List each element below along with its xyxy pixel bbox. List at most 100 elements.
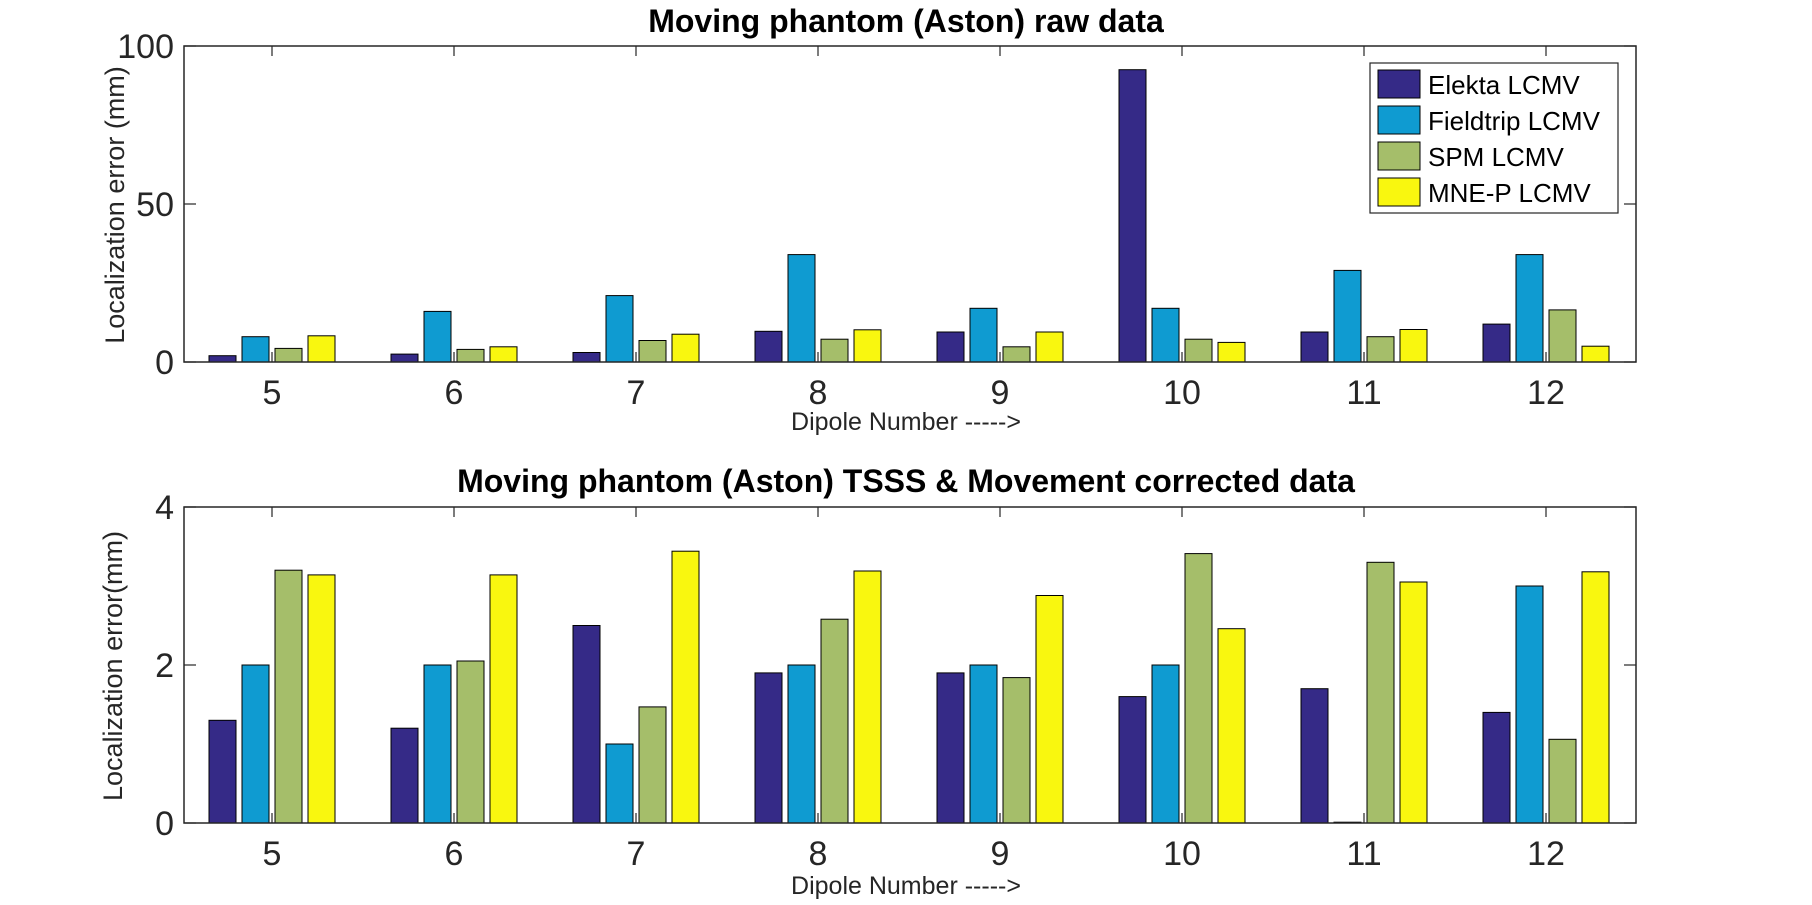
bar (1035, 331, 1064, 363)
x-tick-label: 12 (1527, 835, 1565, 873)
bar (1002, 346, 1031, 363)
bar (1515, 585, 1544, 824)
bars-layer (208, 69, 1610, 363)
bar (456, 660, 485, 824)
y-axis-label: Localization error(mm) (98, 531, 128, 801)
x-tick-label: 9 (991, 835, 1010, 873)
bar (390, 353, 419, 363)
x-tick-label: 8 (809, 835, 828, 873)
legend: Elekta LCMV Fieldtrip LCMV SPM LCMV MNE-… (1369, 62, 1619, 214)
bar (787, 664, 816, 824)
legend-item: SPM LCMV (1377, 141, 1564, 172)
bar (423, 664, 452, 824)
bar (638, 706, 667, 824)
bar (1217, 628, 1246, 824)
x-tick-label: 5 (263, 374, 282, 412)
legend-item: Fieldtrip LCMV (1377, 105, 1601, 136)
bar (853, 570, 882, 824)
bar (1333, 269, 1362, 363)
bar (605, 295, 634, 363)
bar (274, 569, 303, 824)
bar (1184, 338, 1213, 363)
bar (671, 550, 700, 824)
bar (241, 336, 270, 363)
y-tick-label: 2 (155, 647, 174, 685)
bar (1217, 341, 1246, 363)
bar (1581, 571, 1610, 824)
x-axis-label: Dipole Number -----> (791, 872, 1021, 900)
bar (1515, 254, 1544, 363)
bar (605, 743, 634, 824)
bar (1002, 677, 1031, 824)
legend-swatch (1377, 177, 1421, 207)
bar (1366, 561, 1395, 824)
y-tick-label: 4 (155, 489, 174, 527)
bar (787, 254, 816, 363)
legend-label: Elekta LCMV (1428, 70, 1580, 100)
legend-label: Fieldtrip LCMV (1428, 106, 1601, 136)
bar (1300, 331, 1329, 363)
x-tick-label: 5 (263, 835, 282, 873)
bar (754, 672, 783, 824)
bar (1399, 581, 1428, 824)
bar (1482, 711, 1511, 824)
legend-label: SPM LCMV (1428, 142, 1564, 172)
bars-layer (208, 550, 1610, 824)
bar (241, 664, 270, 824)
legend-item: MNE-P LCMV (1377, 177, 1591, 208)
bar (1151, 664, 1180, 824)
bar (853, 329, 882, 363)
legend-label: MNE-P LCMV (1428, 178, 1591, 208)
bar (936, 331, 965, 363)
x-tick-label: 6 (445, 835, 464, 873)
bar (1184, 553, 1213, 824)
bar (489, 346, 518, 363)
x-tick-label: 7 (627, 835, 646, 873)
ticks-layer: 5 6 7 8 9 10 11 12 0 2 4 (155, 489, 1636, 873)
legend-swatch (1377, 105, 1421, 135)
x-tick-label: 10 (1163, 374, 1201, 412)
x-tick-label: 6 (445, 374, 464, 412)
bar (1300, 688, 1329, 824)
bar (1399, 329, 1428, 363)
y-tick-label: 0 (155, 344, 174, 382)
ticks-layer: 5 6 7 8 9 10 11 12 0 50 100 (117, 28, 1636, 412)
x-tick-label: 7 (627, 374, 646, 412)
bar (1035, 595, 1064, 824)
x-tick-label: 11 (1346, 374, 1381, 412)
bar (969, 307, 998, 363)
bar (754, 330, 783, 363)
bar (423, 310, 452, 363)
y-tick-label: 100 (117, 28, 174, 66)
bar (936, 672, 965, 824)
bar (1548, 738, 1577, 824)
bar (390, 727, 419, 824)
bar (820, 338, 849, 363)
bar (456, 348, 485, 363)
bar (638, 340, 667, 363)
bar (208, 355, 237, 363)
y-tick-label: 0 (155, 805, 174, 843)
bar (489, 574, 518, 824)
bar (1482, 323, 1511, 363)
chart-title: Moving phantom (Aston) raw data (648, 3, 1164, 39)
bar (1366, 336, 1395, 363)
bar (820, 618, 849, 824)
chart-title: Moving phantom (Aston) TSSS & Movement c… (457, 463, 1355, 499)
bar (1581, 345, 1610, 363)
x-tick-label: 11 (1346, 835, 1381, 873)
y-tick-label: 50 (136, 186, 174, 224)
y-axis-label: Localization error (mm) (100, 66, 130, 344)
x-tick-label: 10 (1163, 835, 1201, 873)
bar (1118, 69, 1147, 363)
bar (671, 333, 700, 363)
legend-swatch (1377, 141, 1421, 171)
bar (274, 347, 303, 363)
x-axis-label: Dipole Number -----> (791, 408, 1021, 436)
bar (208, 719, 237, 824)
x-tick-label: 9 (991, 374, 1010, 412)
bar (572, 625, 601, 824)
bar (1151, 307, 1180, 363)
legend-swatch (1377, 69, 1421, 99)
